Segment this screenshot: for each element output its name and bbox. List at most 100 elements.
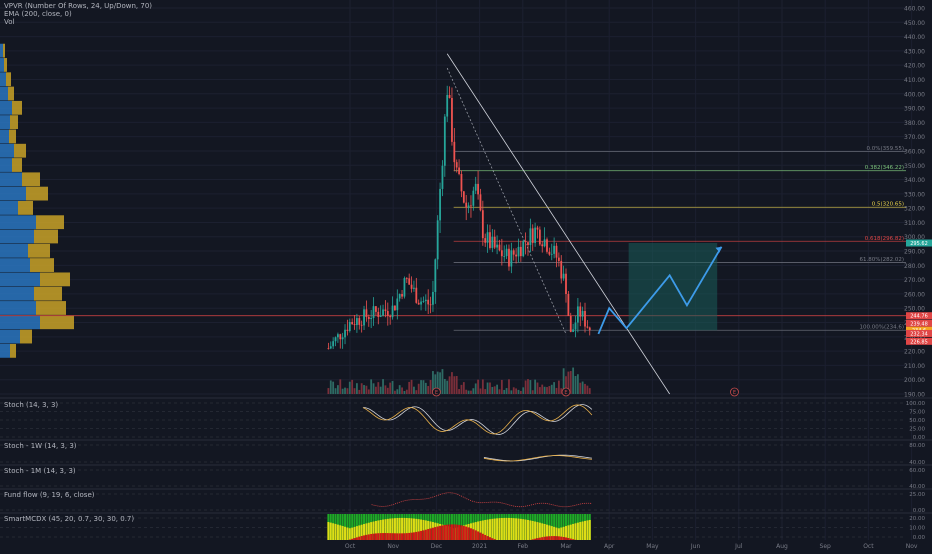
price-tick-label: 460.00 xyxy=(904,6,925,13)
candle-body xyxy=(389,316,391,317)
volume-bar xyxy=(344,388,346,394)
volume-bar xyxy=(382,379,384,394)
volume-bar xyxy=(442,369,444,394)
volume-bar xyxy=(375,387,377,394)
volume-bar xyxy=(541,385,543,394)
candle-body xyxy=(456,162,458,167)
mcdx-bar-yellow xyxy=(577,523,579,540)
fib-level-label: 100.00%(234.6) xyxy=(859,325,904,331)
mcdx-bar-red xyxy=(458,525,460,540)
time-tick-label: 2021 xyxy=(472,543,487,550)
price-tick-label: 380.00 xyxy=(904,120,925,127)
vp-bar-down xyxy=(36,301,66,315)
mcdx-bar-red xyxy=(425,530,427,540)
stoch-d-line xyxy=(363,405,592,434)
volume-bar xyxy=(389,383,391,394)
mcdx-bar-red xyxy=(489,537,491,540)
volume-bar xyxy=(494,386,496,394)
mcdx-bar-red xyxy=(487,536,489,540)
candle-body xyxy=(380,316,382,317)
volume-bar xyxy=(480,388,482,394)
vp-bar-down xyxy=(6,72,11,86)
legend-vpvr[interactable]: VPVR (Number Of Rows, 24, Up/Down, 70) xyxy=(4,2,152,10)
volume-bar xyxy=(470,391,472,394)
candle-body xyxy=(518,247,520,256)
pane-title-smartmcdx[interactable]: SmartMCDX (45, 20, 0.7, 30, 30, 0.7) xyxy=(4,515,134,523)
mcdx-bar-red xyxy=(465,527,467,540)
mcdx-bar-yellow xyxy=(354,527,356,540)
candle-body xyxy=(503,256,505,257)
candle-body xyxy=(560,261,562,279)
volume-bar xyxy=(465,390,467,394)
mcdx-bar-red xyxy=(427,529,429,540)
drawing-lines: 0.0%(359.55)0.382(346.22)0.5(320.65)0.61… xyxy=(0,54,906,396)
volume-bar xyxy=(453,376,455,394)
candle-body xyxy=(347,330,349,331)
legend-vol[interactable]: Vol xyxy=(4,18,14,26)
mcdx-bar-yellow xyxy=(342,526,344,540)
candle-body xyxy=(332,341,334,346)
volume-bar xyxy=(328,388,330,394)
candle-body xyxy=(491,237,493,248)
mcdx-bar-yellow xyxy=(491,519,493,540)
candle-body xyxy=(437,220,439,259)
price-label-text: 244.76 xyxy=(910,314,928,320)
time-tick-label: Nov xyxy=(387,543,399,550)
volume-bar xyxy=(380,387,382,394)
vp-bar-up xyxy=(0,344,10,358)
mcdx-bar-red xyxy=(354,538,356,540)
volume-bar xyxy=(392,381,394,394)
candle-body xyxy=(558,258,560,261)
candle-body xyxy=(361,325,363,326)
vp-bar-up xyxy=(0,44,3,58)
volume-bar xyxy=(404,391,406,394)
vp-bar-down xyxy=(36,215,64,229)
volume-bar xyxy=(425,383,427,394)
vp-bar-down xyxy=(10,344,16,358)
price-tick-label: 280.00 xyxy=(904,263,925,270)
time-tick-label: Aug xyxy=(776,543,788,550)
time-tick-label: Sep xyxy=(820,543,832,550)
mcdx-bar-yellow xyxy=(570,525,572,540)
candle-body xyxy=(385,309,387,311)
vp-bar-up xyxy=(0,330,20,344)
candle-body xyxy=(458,167,460,174)
legend-ema[interactable]: EMA (200, close, 0) xyxy=(4,10,72,18)
candle-body xyxy=(480,194,482,210)
mcdx-bar-yellow xyxy=(501,518,503,540)
candle-body xyxy=(515,255,517,257)
fib-level-label: 0.5(320.65) xyxy=(872,202,904,208)
mcdx-bar-red xyxy=(384,533,386,540)
time-tick-label: May xyxy=(646,543,659,550)
pane-title-stoch-1m[interactable]: Stoch - 1M (14, 3, 3) xyxy=(4,467,76,475)
volume-bar xyxy=(532,390,534,394)
mcdx-bar-red xyxy=(437,526,439,540)
pane-title-stoch[interactable]: Stoch (14, 3, 3) xyxy=(4,401,58,409)
candle-body xyxy=(501,250,503,256)
pane-title-fund-flow[interactable]: Fund flow (9, 19, 6, close) xyxy=(4,491,94,499)
vp-bar-up xyxy=(0,244,28,258)
volume-bar xyxy=(349,382,351,394)
candle-body xyxy=(337,334,339,337)
price-label-text: 295.62 xyxy=(910,241,928,247)
volume-bar xyxy=(586,386,588,394)
candle-body xyxy=(489,232,491,248)
volume-bar xyxy=(370,379,372,394)
candle-body xyxy=(420,302,422,305)
candle-body xyxy=(442,166,444,189)
pane-title-stoch-1w[interactable]: Stoch - 1W (14, 3, 3) xyxy=(4,442,77,450)
volume-bar xyxy=(472,388,474,394)
volume-bar xyxy=(401,387,403,394)
vp-bar-down xyxy=(34,230,58,244)
volume-bar xyxy=(387,388,389,394)
vp-bar-down xyxy=(28,244,50,258)
candle-body xyxy=(427,300,429,305)
mcdx-bar-red xyxy=(401,533,403,540)
price-tick-label: 420.00 xyxy=(904,63,925,70)
volume-bar xyxy=(449,376,451,394)
volume-bar xyxy=(423,380,425,394)
candle-body xyxy=(366,309,368,317)
candle-body xyxy=(551,254,553,255)
vp-bar-up xyxy=(0,172,22,186)
vp-bar-up xyxy=(0,315,40,329)
